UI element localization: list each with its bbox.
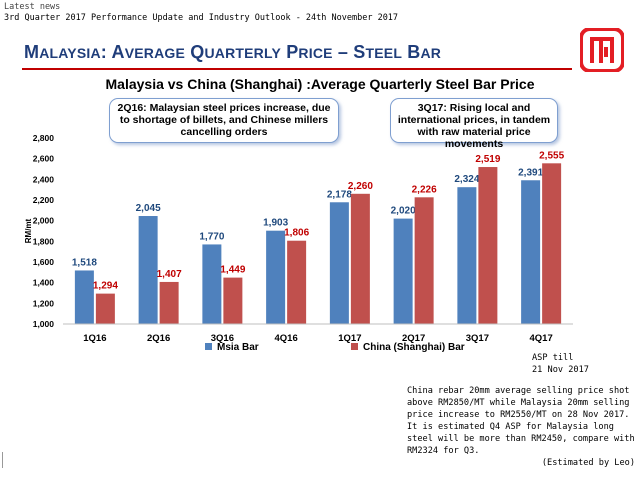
slide-title-part: AR bbox=[420, 45, 442, 61]
bar-msia bbox=[457, 187, 477, 324]
bar-msia bbox=[393, 218, 413, 324]
slide-title-part: UARTERLY bbox=[204, 45, 281, 61]
slide-title-part: VERAGE bbox=[124, 45, 186, 61]
bar-china bbox=[542, 163, 562, 324]
callout-2q16: 2Q16: Malaysian steel prices increase, d… bbox=[109, 98, 339, 143]
asp-note-line-2: 21 Nov 2017 bbox=[532, 365, 589, 375]
bar-china bbox=[350, 193, 370, 324]
slide-title-part: Q bbox=[185, 42, 205, 62]
data-label-msia: 1,903 bbox=[263, 218, 288, 229]
slide-title-part: B bbox=[402, 42, 421, 62]
callout-3q17: 3Q17: Rising local and international pri… bbox=[390, 98, 558, 150]
bar-china bbox=[159, 281, 179, 324]
bar-china bbox=[95, 293, 115, 324]
data-label-msia: 2,391 bbox=[518, 167, 543, 178]
y-tick-label: 1,000 bbox=[33, 319, 55, 329]
legend-label-msia: Msia Bar bbox=[217, 342, 259, 353]
page-header: Latest news 3rd Quarter 2017 Performance… bbox=[4, 2, 398, 24]
slide-title-part: TEEL bbox=[365, 45, 403, 61]
y-tick-label: 2,800 bbox=[33, 133, 55, 143]
bar-china bbox=[478, 167, 498, 324]
slide-edge-mark bbox=[2, 452, 3, 468]
china-price-note-text: China rebar 20mm average selling price s… bbox=[407, 386, 635, 456]
legend-swatch-china bbox=[351, 343, 358, 350]
bar-msia bbox=[329, 202, 349, 324]
bar-china bbox=[287, 240, 307, 324]
y-axis-label: RM/mt bbox=[24, 218, 33, 243]
company-logo-icon bbox=[580, 28, 624, 72]
data-label-china: 1,806 bbox=[284, 228, 309, 239]
x-tick-label: 1Q16 bbox=[83, 333, 106, 344]
document-title: 3rd Quarter 2017 Performance Update and … bbox=[4, 13, 399, 23]
bar-china bbox=[414, 197, 434, 324]
title-divider bbox=[22, 68, 572, 70]
data-label-china: 2,226 bbox=[412, 184, 437, 195]
slide-title-part: : A bbox=[100, 42, 125, 62]
slide-title-part: ALAYSIA bbox=[39, 45, 101, 61]
bar-msia bbox=[74, 270, 94, 324]
y-tick-label: 2,000 bbox=[33, 216, 55, 226]
data-label-china: 2,519 bbox=[475, 154, 500, 165]
y-tick-label: 1,200 bbox=[33, 298, 55, 308]
y-tick-label: 1,400 bbox=[33, 278, 55, 288]
data-label-msia: 2,045 bbox=[136, 203, 161, 214]
data-label-msia: 2,178 bbox=[327, 189, 352, 200]
bar-msia bbox=[266, 230, 286, 324]
data-label-msia: 2,020 bbox=[391, 206, 416, 217]
chart-title: Malaysia vs China (Shanghai) :Average Qu… bbox=[105, 76, 535, 92]
slide-title-part: M bbox=[24, 42, 40, 62]
data-label-china: 1,407 bbox=[157, 269, 182, 280]
y-tick-label: 1,800 bbox=[33, 236, 55, 246]
x-tick-label: 2Q17 bbox=[402, 333, 425, 344]
x-tick-label: 1Q17 bbox=[338, 333, 361, 344]
x-tick-label: 2Q16 bbox=[147, 333, 170, 344]
y-tick-label: 2,400 bbox=[33, 174, 55, 184]
y-tick-label: 1,600 bbox=[33, 257, 55, 267]
y-tick-label: 2,600 bbox=[33, 154, 55, 164]
latest-news-label: Latest news bbox=[4, 2, 61, 12]
x-tick-label: 3Q16 bbox=[211, 333, 234, 344]
data-label-msia: 1,770 bbox=[199, 231, 224, 242]
data-label-msia: 2,324 bbox=[454, 174, 479, 185]
slide-title-part: – S bbox=[332, 42, 366, 62]
asp-note: ASP till 21 Nov 2017 bbox=[532, 352, 589, 376]
data-label-china: 1,449 bbox=[220, 265, 245, 276]
slide-title-part: RICE bbox=[298, 45, 333, 61]
bar-msia bbox=[202, 244, 222, 324]
legend-swatch-msia bbox=[205, 343, 212, 350]
estimated-by-label: (Estimated by Leo) bbox=[541, 458, 635, 468]
data-label-china: 1,294 bbox=[93, 281, 118, 292]
legend-label-china: China (Shanghai) Bar bbox=[363, 342, 465, 353]
data-label-msia: 1,518 bbox=[72, 257, 97, 268]
china-price-note: China rebar 20mm average selling price s… bbox=[407, 385, 637, 469]
bar-msia bbox=[521, 180, 541, 324]
data-label-china: 2,555 bbox=[539, 150, 564, 161]
asp-note-line-1: ASP till bbox=[532, 353, 574, 363]
slide-title-part: P bbox=[281, 42, 299, 62]
bar-china bbox=[223, 277, 243, 324]
x-tick-label: 4Q16 bbox=[275, 333, 298, 344]
bar-msia bbox=[138, 216, 158, 324]
data-label-china: 2,260 bbox=[348, 181, 373, 192]
y-tick-label: 2,200 bbox=[33, 195, 55, 205]
slide-title: MALAYSIA: AVERAGE QUARTERLY PRICE – STEE… bbox=[24, 42, 441, 63]
x-tick-label: 3Q17 bbox=[466, 333, 489, 344]
x-tick-label: 4Q17 bbox=[530, 333, 553, 344]
